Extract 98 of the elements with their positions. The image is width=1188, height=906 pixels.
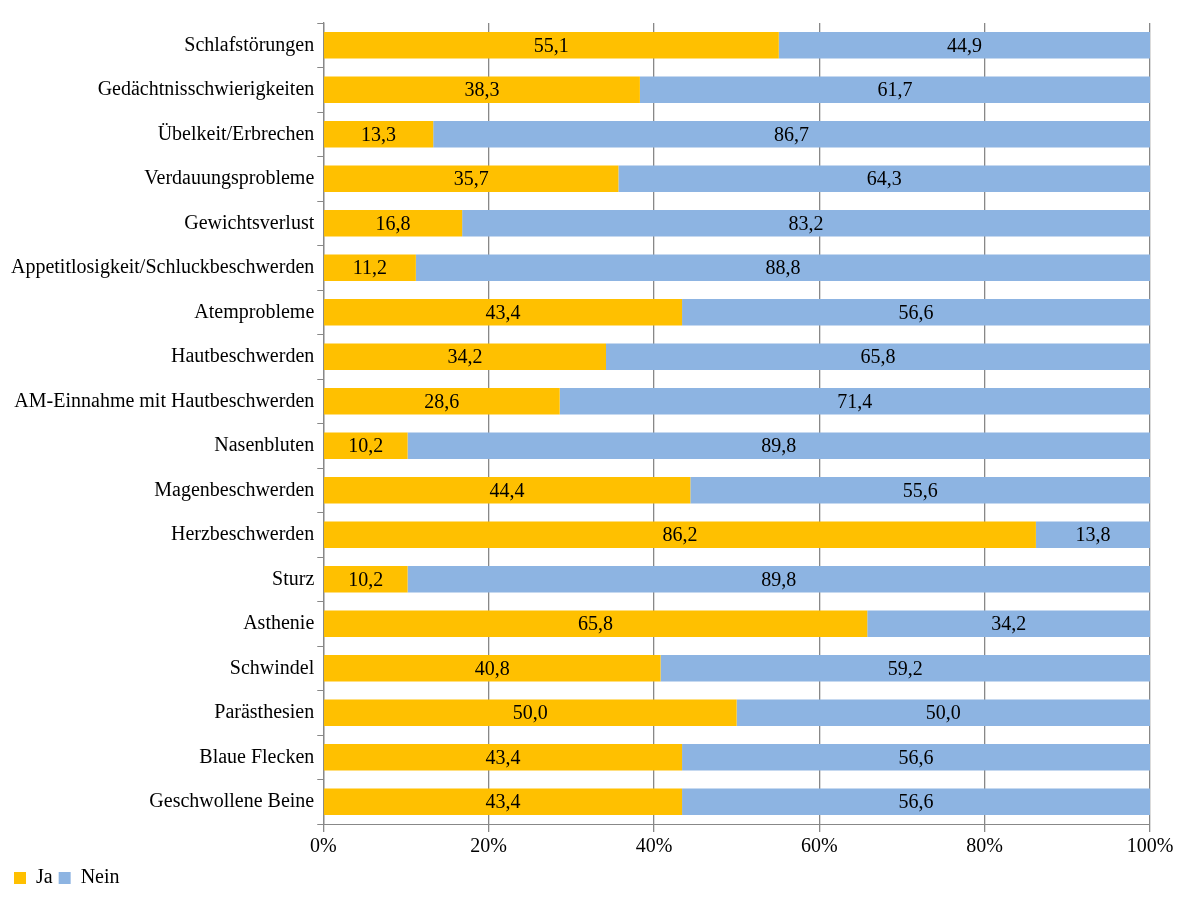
bar [323,254,416,282]
bar [867,610,1150,638]
data-label: 86,2 [662,523,698,545]
x-tick-label: 20% [470,834,507,857]
y-tick-label: Parästhesien [214,700,315,722]
bar [323,76,640,104]
y-tick-label: Übelkeit/Erbrechen [157,121,315,144]
bar [323,343,607,371]
bar [682,298,1150,326]
y-tick-label: Gewichtsverlust [184,210,315,233]
data-label: 38,3 [464,78,500,100]
bar [407,565,1150,593]
bar [323,165,619,193]
y-tick-label: Hautbeschwerden [170,344,315,366]
x-tick-label: 80% [966,834,1003,857]
bar [323,699,737,727]
y-tick-label: Verdauungsprobleme [144,166,315,189]
y-tick-label: Nasenbluten [214,433,315,455]
y-tick-label: Gedächtnisschwierigkeiten [97,77,315,100]
data-label: 44,4 [489,478,525,501]
bar [682,788,1150,816]
data-label: 34,2 [991,612,1027,634]
data-label: 50,0 [512,701,548,723]
x-tick-label: 0% [309,834,337,857]
data-label: 11,2 [352,256,388,278]
bar [415,254,1150,282]
data-label: 10,2 [348,567,384,590]
bar [559,387,1150,415]
bar [323,298,683,326]
data-label: 65,8 [860,345,896,367]
data-label: 86,7 [774,122,810,145]
bar [323,743,683,771]
bar [323,565,408,593]
data-label: 64,3 [866,167,902,189]
data-label: 61,7 [877,78,913,100]
data-label: 83,2 [788,211,824,234]
data-label: 56,6 [898,790,934,812]
data-label: 13,3 [361,122,397,145]
bar [323,788,683,816]
bar [323,610,868,638]
bar [323,120,434,148]
y-tick-label: Magenbeschwerden [154,477,315,501]
bar [323,476,691,504]
bar [778,31,1150,59]
y-tick-label: Schlafstörungen [184,32,315,56]
data-label: 44,9 [946,33,982,56]
data-label: 55,1 [533,33,569,56]
data-label: 13,8 [1075,523,1111,545]
data-label: 56,6 [898,745,934,768]
bar [660,654,1150,682]
bar [606,343,1150,371]
data-label: 71,4 [837,389,873,412]
x-tick-label: 100% [1126,834,1174,857]
data-label: 35,7 [453,167,489,189]
bar [618,165,1150,193]
data-label: 65,8 [578,612,614,634]
data-label: 16,8 [375,211,411,234]
y-tick-label: AM-Einnahme mit Hautbeschwerden [14,388,315,411]
y-tick-label: Sturz [272,566,315,589]
legend-label: Nein [80,865,120,888]
bar [323,31,779,59]
data-label: 43,4 [485,300,521,323]
bar [690,476,1150,504]
data-label: 55,6 [902,478,938,501]
bar [323,521,1036,549]
data-label: 89,8 [761,434,797,456]
bar [323,654,661,682]
bar [736,699,1150,727]
x-tick-label: 60% [800,834,838,857]
bar [323,432,408,460]
data-label: 28,6 [424,389,460,412]
bar [1035,521,1150,549]
bar [323,209,463,237]
data-label: 88,8 [765,256,801,278]
bar [323,387,560,415]
data-label: 43,4 [485,790,521,812]
y-tick-label: Schwindel [229,655,315,678]
bar [682,743,1150,771]
y-tick-label: Atemprobleme [194,299,315,323]
data-label: 40,8 [474,656,510,679]
bar [433,120,1150,148]
y-tick-label: Herzbeschwerden [171,522,315,544]
bar [407,432,1150,460]
data-label: 10,2 [348,434,384,456]
bar [639,76,1150,104]
y-tick-label: Asthenie [243,611,315,633]
data-label: 59,2 [887,656,923,679]
data-label: 89,8 [761,567,797,590]
y-tick-label: Geschwollene Beine [149,789,315,811]
x-tick-label: 40% [635,834,673,857]
data-label: 34,2 [447,345,483,367]
bar [462,209,1150,237]
y-tick-label: Blaue Flecken [199,744,315,767]
data-label: 50,0 [925,701,961,723]
y-tick-label: Appetitlosigkeit/Schluckbeschwerden [11,255,315,278]
data-label: 56,6 [898,300,934,323]
legend-label: Ja [36,865,53,888]
data-label: 43,4 [485,745,521,768]
